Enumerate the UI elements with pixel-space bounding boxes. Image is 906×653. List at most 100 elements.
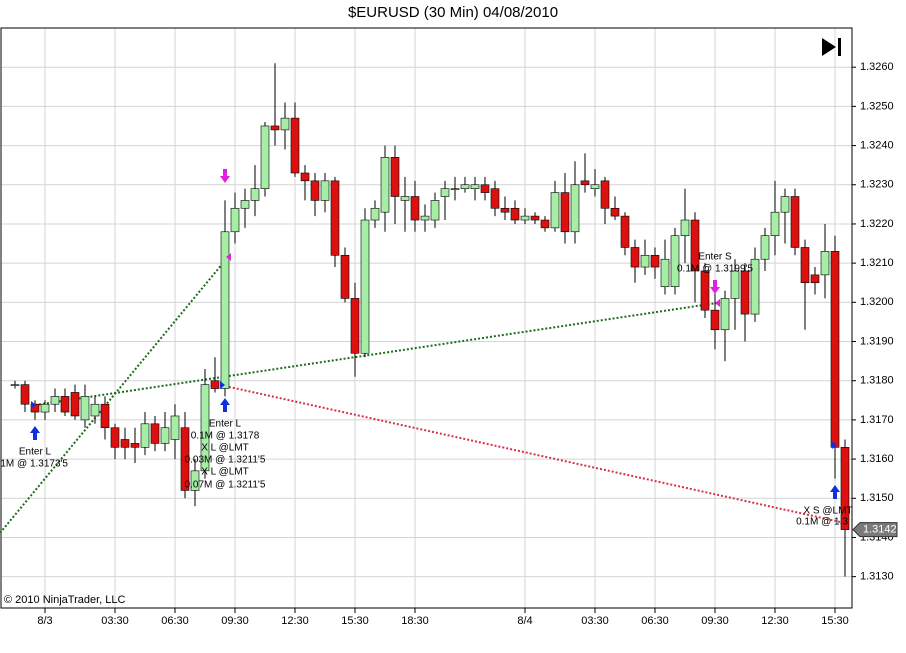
- candle-body: [190, 470, 200, 491]
- candle-body: [690, 219, 700, 272]
- candle-body: [330, 180, 340, 256]
- candle-body: [180, 427, 190, 491]
- candle-body: [20, 384, 30, 405]
- fill-marker: [715, 299, 720, 307]
- candle-body: [750, 258, 760, 315]
- candle-body: [600, 180, 610, 209]
- candle-body: [200, 384, 210, 472]
- y-tick-label: 1.3230: [860, 179, 894, 191]
- candle-body: [410, 196, 420, 221]
- candle-body: [580, 180, 590, 186]
- fill-marker: [832, 441, 837, 449]
- x-tick-label: 03:30: [581, 615, 609, 627]
- candle-body: [820, 251, 830, 276]
- candle-body: [140, 423, 150, 448]
- candle-body: [570, 184, 580, 233]
- annotations: Enter L 0.1M @ 1.3173'5 Enter L 0.1M @ 1…: [0, 252, 853, 528]
- candle-body: [80, 396, 90, 421]
- candle-body: [290, 117, 300, 174]
- plot-frame: [0, 27, 853, 609]
- y-tick-label: 1.3250: [860, 100, 894, 112]
- candle-body: [810, 274, 820, 284]
- candle-body: [230, 207, 240, 233]
- candle-body: [630, 247, 640, 268]
- candle-body: [680, 219, 690, 237]
- x-tick-label: 15:30: [821, 615, 849, 627]
- candle-body: [220, 231, 230, 389]
- candle-body: [170, 415, 180, 440]
- annotation: Enter L: [209, 419, 242, 430]
- candle-body: [380, 157, 390, 213]
- annotation: X S @LMT: [803, 506, 852, 517]
- candle-body: [700, 270, 710, 311]
- candle-body: [270, 125, 280, 131]
- trade-markers: [30, 169, 840, 499]
- candle-body: [830, 251, 840, 448]
- candle-body: [530, 215, 540, 221]
- annotation: 0.1M @ 1.3199'5: [677, 264, 753, 275]
- candle-body: [50, 396, 60, 405]
- trade-line: [34, 302, 718, 406]
- candle-body: [10, 384, 20, 386]
- candle-body: [100, 403, 110, 429]
- play-button[interactable]: [822, 38, 841, 56]
- candle-body: [550, 192, 560, 229]
- candle-body: [110, 427, 120, 448]
- candle-body: [340, 254, 350, 299]
- x-tick-label: 8/3: [37, 615, 52, 627]
- candle-body: [640, 254, 650, 268]
- buy-arrow: [220, 398, 230, 412]
- candle-body: [790, 196, 800, 248]
- candle-body: [370, 207, 380, 221]
- candle-body: [800, 247, 810, 284]
- candle-body: [610, 207, 620, 217]
- candle-body: [40, 403, 50, 413]
- candle-body: [760, 235, 770, 260]
- axes: 1.31301.31401.31501.31601.31701.31801.31…: [37, 61, 898, 627]
- candle-body: [840, 447, 850, 530]
- annotation: 0.07M @ 1.3211'5: [185, 480, 266, 491]
- candle-body: [480, 184, 490, 193]
- candle-body: [280, 117, 290, 131]
- buy-arrow: [830, 485, 840, 499]
- candle-body: [770, 211, 780, 237]
- y-tick-label: 1.3200: [860, 296, 894, 308]
- x-tick-label: 15:30: [341, 615, 369, 627]
- y-tick-label: 1.3160: [860, 453, 894, 465]
- last-price-box: [852, 522, 898, 538]
- fill-marker: [226, 253, 231, 261]
- candle-body: [460, 184, 470, 189]
- sell-arrow: [710, 280, 720, 294]
- candle-body: [500, 207, 510, 213]
- candle-body: [670, 235, 680, 287]
- x-tick-label: 12:30: [761, 615, 789, 627]
- candle-body: [240, 200, 250, 209]
- x-tick-label: 8/4: [517, 615, 532, 627]
- candle-body: [660, 258, 670, 287]
- candle-body: [260, 125, 270, 189]
- y-tick-label: 1.3240: [860, 139, 894, 151]
- candle-body: [60, 396, 70, 413]
- trade-lines: [0, 256, 846, 534]
- y-tick-label: 1.3170: [860, 414, 894, 426]
- annotation: 0.1M @ 1.3178: [191, 431, 260, 442]
- candle-body: [310, 180, 320, 201]
- y-tick-label: 1.3130: [860, 571, 894, 583]
- candle-body: [710, 309, 720, 331]
- x-tick-label: 06:30: [161, 615, 189, 627]
- chart-title: $EURUSD (30 Min) 04/08/2010: [348, 4, 558, 21]
- sell-arrow: [220, 169, 230, 183]
- candle-body: [510, 207, 520, 221]
- fill-marker: [220, 381, 225, 389]
- candle-body: [440, 188, 450, 197]
- x-tick-label: 03:30: [101, 615, 129, 627]
- candle-body: [520, 215, 530, 221]
- candle-body: [470, 184, 480, 189]
- candle-body: [450, 188, 460, 190]
- candle-body: [300, 172, 310, 182]
- annotation: 0.1M @ 1.3: [796, 517, 848, 528]
- annotation: 0.1M @ 1.3173'5: [0, 459, 68, 470]
- last-price-label: 1.3142: [863, 524, 897, 536]
